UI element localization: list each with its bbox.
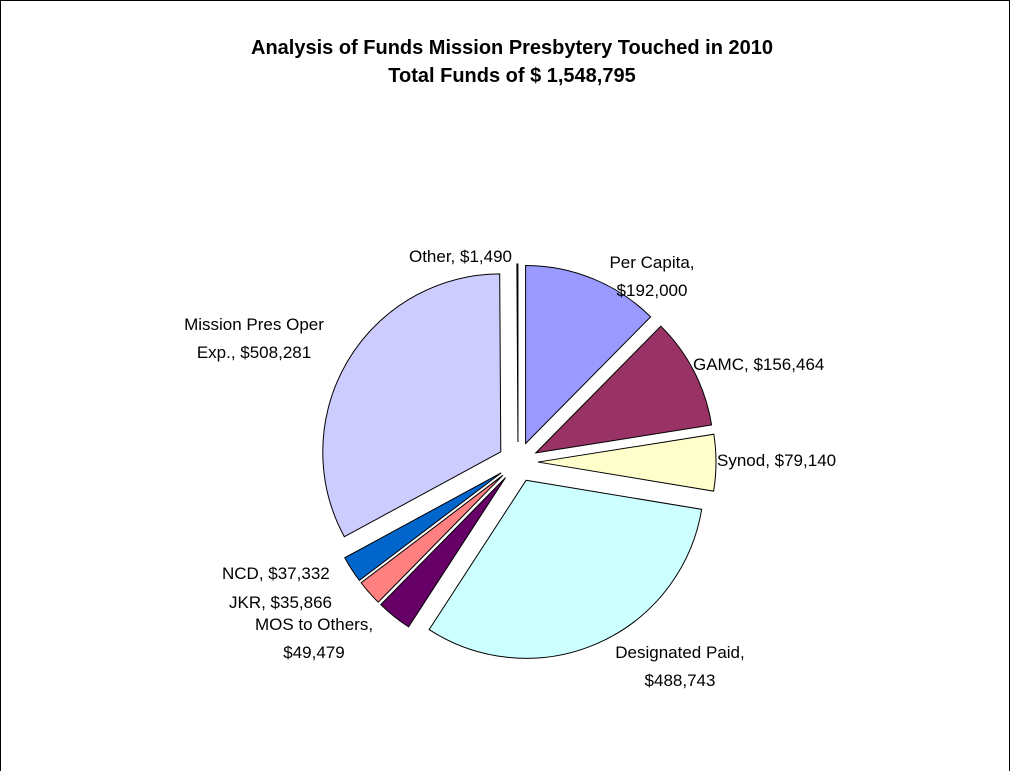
data-label: MOS to Others, $49,479 (255, 615, 373, 662)
chart-title: Analysis of Funds Mission Presbytery Tou… (251, 37, 773, 59)
data-label-line: $192,000 (617, 281, 688, 300)
data-label: Mission Pres Oper Exp., $508,281 (184, 315, 324, 362)
data-label: NCD, $37,332 (222, 564, 330, 583)
pie-slice (360, 474, 504, 603)
data-label-line: Synod, $79,140 (717, 451, 836, 470)
data-label-line: NCD, $37,332 (222, 564, 330, 583)
data-label-line: JKR, $35,866 (229, 593, 332, 612)
chart-subtitle: Total Funds of $ 1,548,795 (388, 65, 635, 87)
data-label: Designated Paid, $488,743 (615, 643, 744, 690)
data-label-line: MOS to Others, (255, 615, 373, 634)
data-label-line: GAMC, $156,464 (693, 355, 824, 374)
data-label: GAMC, $156,464 (693, 355, 824, 374)
pie-slice (525, 264, 652, 445)
data-label: Other, $1,490 (409, 247, 512, 266)
data-label-line: $49,479 (283, 643, 344, 662)
data-label-line: Other, $1,490 (409, 247, 512, 266)
pie-slice (537, 433, 717, 492)
pie-slice (344, 472, 502, 582)
data-label: Synod, $79,140 (717, 451, 836, 470)
data-label: JKR, $35,866 (229, 593, 332, 612)
pie-slice (516, 263, 519, 443)
data-label-line: Mission Pres Oper (184, 315, 324, 334)
pie-slice (534, 325, 713, 454)
pie-slice (322, 273, 502, 538)
pie-slice (380, 477, 506, 628)
data-label-line: $488,743 (645, 671, 716, 690)
data-label-line: Designated Paid, (615, 643, 744, 662)
pie-slice (428, 479, 703, 659)
data-label: Per Capita, $192,000 (609, 253, 694, 300)
data-label-line: Exp., $508,281 (197, 343, 311, 362)
data-label-line: Per Capita, (609, 253, 694, 272)
